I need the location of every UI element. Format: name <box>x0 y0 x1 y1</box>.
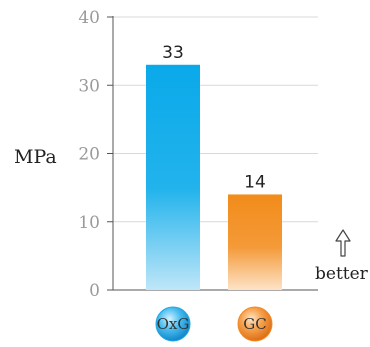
y-axis-ticks: 0 10 20 30 40 <box>78 8 113 301</box>
value-label-oxg: 33 <box>162 43 184 63</box>
bar-oxg <box>146 64 200 291</box>
badge-ball-oxg <box>155 306 191 342</box>
y-tick-label-0: 0 <box>89 281 100 301</box>
category-badges: OxG GC <box>155 306 273 342</box>
y-tick-label-10: 10 <box>78 213 100 233</box>
category-badge-gc: GC <box>237 306 273 342</box>
bars <box>146 64 282 291</box>
y-tick-label-20: 20 <box>78 145 100 165</box>
category-label-gc: GC <box>243 315 266 333</box>
up-arrow-icon <box>335 229 351 257</box>
gridlines <box>113 16 318 223</box>
y-tick-label-40: 40 <box>78 8 100 28</box>
better-label: better <box>315 264 369 284</box>
badge-ball-gc <box>237 306 273 342</box>
y-axis-label: MPa <box>14 146 57 168</box>
better-annotation: better <box>315 229 369 284</box>
category-label-oxg: OxG <box>157 315 190 333</box>
data-labels: 33 14 <box>162 43 266 193</box>
y-tick-label-30: 30 <box>78 76 100 96</box>
value-label-gc: 14 <box>244 172 266 192</box>
category-badge-oxg: OxG <box>155 306 191 342</box>
bar-gc <box>228 194 282 290</box>
